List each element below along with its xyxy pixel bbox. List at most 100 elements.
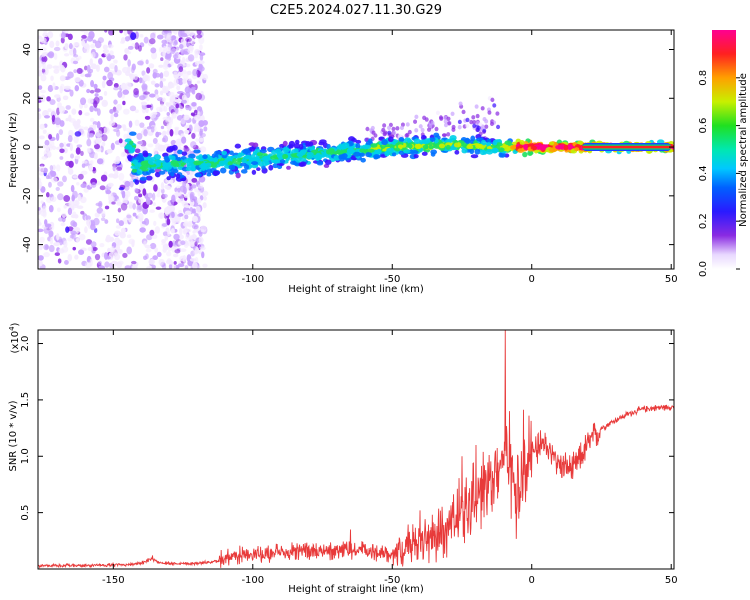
spectrogram-cell bbox=[563, 144, 569, 151]
spectrogram-cell bbox=[193, 34, 198, 39]
spectrogram-cell bbox=[53, 52, 58, 61]
spectrogram-cell bbox=[365, 126, 370, 132]
spectrogram-cell bbox=[84, 226, 88, 234]
spectrogram-cell bbox=[193, 149, 201, 154]
spectrogram-cell bbox=[54, 252, 60, 257]
spectrogram-cell bbox=[77, 55, 82, 60]
spectrogram-cell bbox=[69, 89, 74, 97]
spectrogram-cell bbox=[52, 164, 56, 171]
spectrogram-cell bbox=[160, 125, 165, 130]
spectrogram-cell bbox=[166, 147, 174, 153]
spectrogram-cell bbox=[472, 119, 477, 125]
spectrogram-cell bbox=[183, 146, 190, 152]
spectrogram-cell bbox=[158, 64, 164, 68]
spectrogram-cell bbox=[159, 212, 163, 219]
spectrogram-cell bbox=[142, 150, 148, 156]
spectrogram-cell bbox=[486, 138, 492, 144]
spectrogram-cell bbox=[96, 158, 104, 165]
spectrogram-cell bbox=[492, 103, 497, 108]
spectrogram-cell bbox=[128, 238, 136, 245]
spectrogram-cell bbox=[169, 99, 175, 106]
spectrogram-cell bbox=[480, 139, 487, 146]
spectrogram-cell bbox=[180, 133, 184, 137]
spectrogram-cell bbox=[131, 168, 138, 173]
spectrogram-cell bbox=[418, 124, 423, 129]
spectrogram-cell bbox=[395, 126, 400, 131]
spectrogram-cell bbox=[407, 129, 412, 135]
spectrogram-cell bbox=[141, 221, 147, 225]
spectrogram-cell bbox=[178, 77, 184, 86]
spectrogram-cell bbox=[93, 107, 98, 112]
spectrogram-cell bbox=[370, 143, 378, 148]
spectrogram-cell bbox=[116, 166, 123, 171]
spectrogram-cell bbox=[510, 145, 517, 150]
spectrogram-cell bbox=[165, 46, 172, 54]
spectrogram-cell bbox=[457, 119, 462, 125]
snr-line bbox=[38, 330, 674, 569]
spectrogram-cell bbox=[149, 209, 156, 213]
spectrogram-cell bbox=[105, 237, 111, 243]
spectrogram-cell bbox=[156, 132, 162, 136]
spectrogram-cell bbox=[73, 135, 79, 144]
spectrogram-cell bbox=[433, 143, 440, 149]
spectrogram-cell bbox=[447, 121, 452, 126]
spectrogram-cell bbox=[138, 156, 144, 162]
bottom-y-ticks: 0.5 1.0 1.5 2.0 bbox=[20, 336, 674, 521]
spectrogram-cell bbox=[414, 143, 422, 150]
bottom-x-tick-label: -150 bbox=[102, 575, 125, 586]
spectrogram-cell bbox=[78, 110, 83, 116]
spectrogram-cell bbox=[64, 260, 69, 265]
spectrogram-cell bbox=[104, 50, 109, 57]
spectrogram-cell bbox=[489, 121, 494, 127]
spectrogram-cell bbox=[89, 105, 95, 113]
spectrogram-cell bbox=[113, 252, 119, 257]
spectrogram-cell bbox=[60, 83, 65, 92]
spectrogram-cell bbox=[174, 248, 181, 254]
spectrogram-cell bbox=[49, 99, 56, 105]
spectrogram-cell bbox=[299, 157, 307, 162]
spectrogram-cell bbox=[316, 160, 324, 166]
spectrogram-cell bbox=[124, 180, 131, 188]
spectrogram-cell bbox=[74, 76, 81, 83]
spectrogram-cell bbox=[83, 65, 88, 71]
spectrogram-cell bbox=[54, 94, 61, 99]
colorbar-tick-label: 0.2 bbox=[698, 213, 709, 229]
spectrogram-cell bbox=[131, 265, 135, 269]
spectrogram-cell bbox=[392, 130, 397, 136]
spectrogram-frame bbox=[37, 29, 675, 270]
spectrogram-cell bbox=[60, 32, 66, 39]
spectrogram-cell bbox=[47, 108, 52, 113]
spectrogram-cell bbox=[118, 172, 125, 181]
spectrogram-cell bbox=[98, 57, 103, 65]
spectrogram-cell bbox=[391, 152, 397, 157]
spectrogram-cell bbox=[162, 231, 169, 237]
spectrogram-cell bbox=[341, 142, 350, 148]
spectrogram-cell bbox=[90, 223, 96, 231]
spectrogram-cell bbox=[102, 102, 108, 106]
spectrogram-tail-core bbox=[581, 145, 672, 149]
spectrogram-cell bbox=[156, 34, 164, 40]
top-y-ticks: -40 -20 0 20 40 bbox=[22, 43, 674, 253]
spectrogram-cell bbox=[161, 30, 167, 36]
spectrogram-cell bbox=[236, 157, 244, 163]
spectrogram-cell bbox=[149, 93, 156, 98]
spectrogram-cell bbox=[470, 154, 479, 159]
spectrogram-cell bbox=[43, 30, 47, 35]
spectrogram-cell bbox=[84, 73, 91, 78]
spectrogram-cell bbox=[159, 80, 164, 89]
spectrogram-cell bbox=[48, 181, 52, 188]
spectrogram-cell bbox=[70, 153, 75, 159]
spectrogram-cell bbox=[193, 160, 201, 166]
spectrogram-cell bbox=[290, 160, 297, 165]
spectrogram-cell bbox=[171, 217, 178, 224]
spectrogram-cell bbox=[171, 194, 176, 203]
spectrogram-cell bbox=[51, 170, 56, 177]
colorbar-tick-label: 0.8 bbox=[698, 70, 709, 86]
spectrogram-cell bbox=[57, 217, 64, 222]
spectrogram-cell bbox=[446, 116, 451, 121]
spectrogram-cell bbox=[123, 108, 130, 115]
spectrogram-cell bbox=[338, 154, 343, 160]
spectrogram-cell bbox=[130, 165, 139, 170]
spectrogram-cell bbox=[47, 151, 52, 158]
spectrogram-cell bbox=[88, 164, 94, 172]
